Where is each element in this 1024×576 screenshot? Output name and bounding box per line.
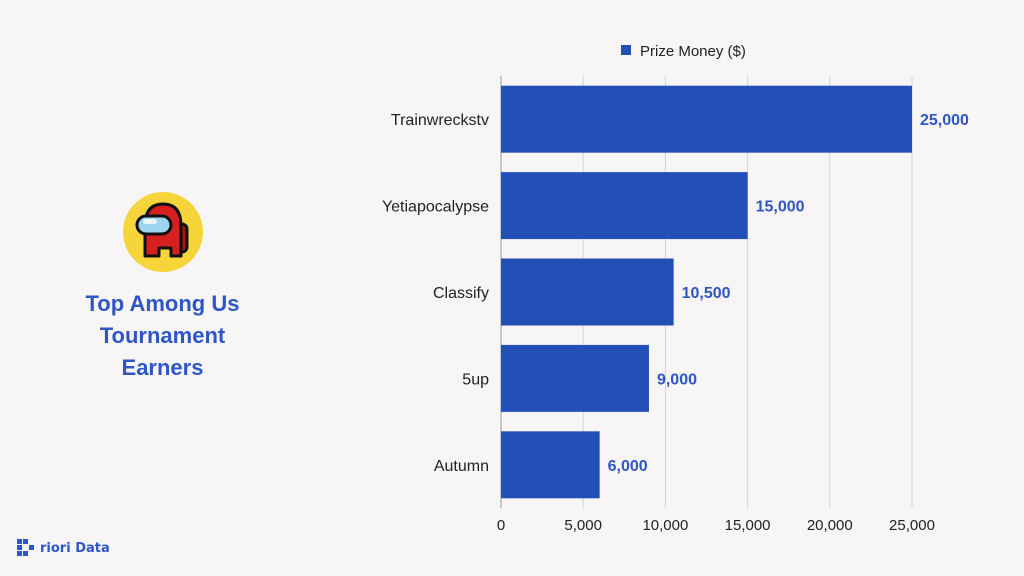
data-label: 10,500 — [682, 285, 731, 302]
bar — [501, 431, 600, 499]
x-tick-label: 20,000 — [807, 517, 853, 534]
brand-logo: riori Data — [16, 538, 110, 558]
legend-swatch — [621, 45, 631, 55]
x-tick-label: 15,000 — [725, 517, 771, 534]
data-label: 6,000 — [608, 458, 648, 475]
x-tick-label: 10,000 — [642, 517, 688, 534]
page-title: Top Among Us Tournament Earners — [85, 291, 240, 380]
data-label: 15,000 — [756, 199, 805, 216]
data-label: 9,000 — [657, 371, 697, 388]
legend: Prize Money ($) — [621, 43, 746, 60]
bar — [501, 85, 912, 153]
priori-data-logo-icon — [17, 539, 34, 556]
brand-name: riori Data — [40, 540, 110, 556]
category-label: Trainwreckstv — [391, 112, 489, 129]
x-tick-label: 5,000 — [564, 517, 602, 534]
bars: Trainwreckstv 25,000 Yetiapocalypse 15,000 C… — [382, 85, 969, 499]
legend-label: Prize Money ($) — [640, 43, 746, 60]
category-label: Autumn — [434, 458, 489, 475]
bar — [501, 344, 649, 412]
category-label: Classify — [433, 285, 489, 302]
category-label: Yetiapocalypse — [382, 199, 489, 216]
bar — [501, 172, 748, 240]
category-label: 5up — [462, 371, 489, 388]
x-tick-label: 0 — [497, 517, 505, 534]
data-label: 25,000 — [920, 112, 969, 129]
left-panel: Top Among Us Tournament Earners — [40, 190, 285, 384]
x-tick-label: 25,000 — [889, 517, 935, 534]
bar — [501, 258, 674, 326]
among-us-crewmate-icon — [121, 190, 205, 274]
